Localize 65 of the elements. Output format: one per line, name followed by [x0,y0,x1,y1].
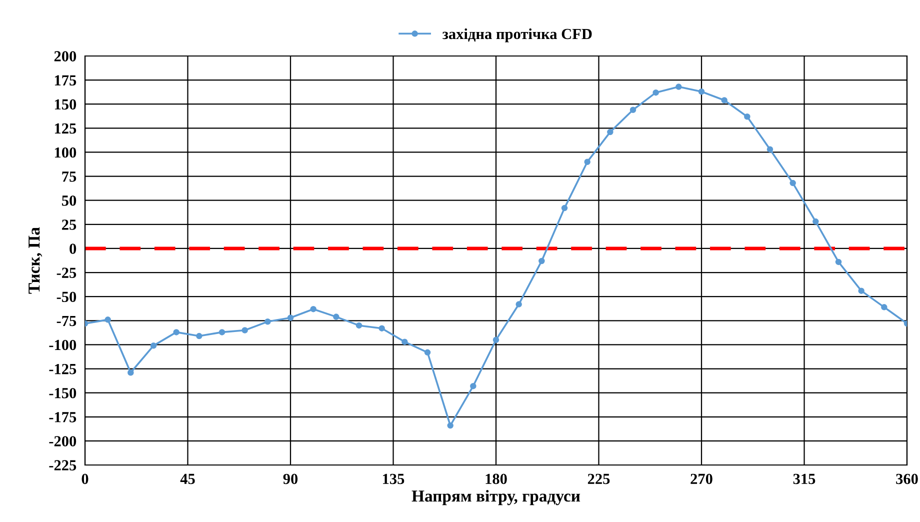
point [835,258,842,266]
y-tick-label: -125 [49,364,76,374]
point [516,301,522,308]
point [424,349,431,356]
point [242,327,248,334]
y-tick-label: 100 [54,147,76,158]
point [744,114,750,120]
point [447,422,454,429]
point [538,258,545,264]
y-tick-label: -225 [49,460,76,470]
y-axis-title: Тиск, Па [28,227,42,294]
x-tick-label: 45 [180,474,195,484]
y-tick-label: 75 [62,172,76,182]
y-tick-label: 200 [54,51,76,62]
point [264,318,271,325]
y-tick-label: -200 [49,436,76,446]
x-tick-label: 0 [82,474,88,484]
x-tick-label: 225 [588,474,610,484]
y-tick-label: 25 [62,220,76,230]
point [218,329,226,336]
x-tick-label: 270 [690,474,712,484]
point [881,304,888,310]
y-tick-label: -175 [49,412,76,422]
point [333,314,340,320]
legend-label: західна протічка CFD [442,28,592,42]
point [698,88,705,95]
point [721,97,728,104]
x-tick-label: 180 [486,474,507,484]
x-tick-label: 90 [283,474,298,484]
y-tick-label: 150 [54,99,76,110]
point [812,218,819,225]
y-tick-label: 175 [54,75,76,86]
point [584,158,590,165]
point [378,325,385,332]
y-tick-label: -50 [56,292,76,302]
x-tick-label: 135 [383,474,404,484]
point [630,106,636,114]
point [356,322,362,329]
point [676,84,682,90]
y-tick-label: -100 [49,340,76,350]
point [790,180,796,186]
point [858,288,864,294]
x-tick-label: 315 [793,474,816,484]
point [607,128,614,136]
point [492,336,500,344]
y-tick-label: 50 [62,195,76,206]
x-axis-title: Напрям вітру, градуси [412,490,580,506]
x-tick-label: 360 [896,474,918,484]
y-tick-label: 125 [54,123,76,134]
point [766,146,774,152]
point [150,342,157,349]
y-tick-label: -150 [49,388,76,398]
point [652,89,659,96]
point [470,382,476,390]
y-tick-label: 0 [70,244,76,254]
point [196,332,202,340]
point [287,314,294,321]
point [310,306,316,312]
y-tick-label: -25 [56,268,76,278]
point [128,369,134,376]
y-tick-label: -75 [56,316,76,326]
point [173,329,180,336]
point [561,204,568,212]
point [402,338,408,345]
point [104,316,111,323]
